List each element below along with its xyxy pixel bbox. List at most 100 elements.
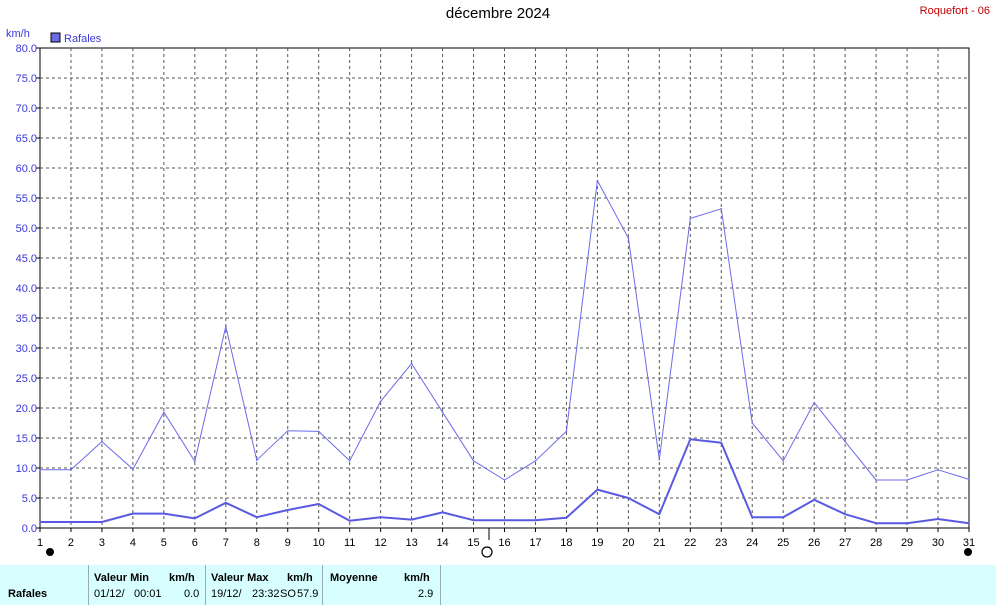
point-rafales — [255, 459, 258, 462]
y-tick-label: 25.0 — [16, 373, 37, 385]
x-tick-label: 25 — [777, 537, 789, 549]
point-average — [225, 502, 227, 504]
x-tick-label: 19 — [591, 537, 603, 549]
x-tick-label: 21 — [653, 537, 665, 549]
stats-avg-value: 2.9 — [418, 588, 434, 600]
x-tick-label: 4 — [130, 537, 136, 549]
point-rafales — [379, 400, 382, 403]
x-tick-label: 14 — [436, 537, 448, 549]
point-average — [348, 520, 351, 522]
stats-panel: Rafales Valeur Min km/h 01/12/ 00:01 0.0… — [0, 565, 996, 605]
x-tick-label: 9 — [285, 537, 291, 549]
stats-avg-header: Moyenne — [330, 572, 378, 584]
gridlines — [40, 48, 969, 528]
y-tick-label: 60.0 — [16, 163, 37, 175]
stats-min-time: 00:01 — [134, 588, 162, 600]
x-tick-label: 20 — [622, 537, 634, 549]
point-average — [875, 522, 877, 524]
point-rafales — [968, 478, 970, 481]
y-unit-label: km/h — [6, 28, 30, 40]
point-average — [844, 513, 846, 515]
x-tick-label: 8 — [254, 537, 260, 549]
point-average — [720, 442, 723, 444]
series-lines — [39, 179, 970, 525]
point-average — [906, 522, 908, 524]
chart-title: décembre 2024 — [445, 5, 551, 22]
point-rafales — [348, 460, 351, 462]
point-rafales — [441, 411, 444, 414]
y-tick-label: 5.0 — [22, 493, 37, 505]
stats-max-value: 57.9 — [297, 588, 319, 600]
y-tick-label: 70.0 — [16, 103, 37, 115]
x-tick-label: 22 — [684, 537, 696, 549]
x-tick-label: 31 — [963, 537, 975, 549]
point-rafales — [503, 479, 506, 481]
point-average — [472, 519, 475, 521]
stats-max-date: 19/12/ — [211, 588, 242, 600]
point-rafales — [39, 469, 41, 471]
y-tick-label: 40.0 — [16, 283, 37, 295]
point-rafales — [844, 440, 846, 443]
x-tick-label: 3 — [99, 537, 105, 549]
point-average — [534, 519, 537, 521]
point-average — [194, 517, 196, 520]
station-name: Roquefort - 06 — [919, 5, 990, 17]
point-average — [317, 503, 320, 505]
y-tick-label: 10.0 — [16, 463, 37, 475]
x-tick-label: 11 — [344, 537, 355, 549]
point-average — [101, 521, 103, 523]
y-tick-label: 80.0 — [16, 43, 37, 55]
point-average — [658, 513, 661, 515]
point-rafales — [658, 458, 661, 461]
x-tick-label: 15 — [467, 537, 479, 549]
x-tick-label: 12 — [375, 537, 387, 549]
y-tick-label: 45.0 — [16, 253, 37, 265]
point-average — [410, 518, 413, 521]
legend-swatch — [50, 32, 61, 43]
x-tick-label: 1 — [37, 537, 43, 549]
point-average — [132, 512, 134, 515]
x-tick-label: 28 — [870, 537, 882, 549]
point-average — [255, 516, 258, 518]
y-tick-label: 35.0 — [16, 313, 37, 325]
point-average — [39, 521, 41, 523]
stats-min-date: 01/12/ — [94, 588, 125, 600]
y-tick-label: 65.0 — [16, 133, 37, 145]
stats-max-time: 23:32 — [252, 588, 280, 600]
x-tick-label: 30 — [932, 537, 944, 549]
point-rafales — [472, 460, 475, 462]
point-rafales — [720, 208, 723, 210]
y-tick-label: 15.0 — [16, 433, 37, 445]
point-rafales — [906, 479, 908, 481]
y-tick-label: 30.0 — [16, 343, 37, 355]
x-tick-label: 5 — [161, 537, 167, 549]
stats-row-label: Rafales — [8, 588, 48, 600]
x-tick-label: 2 — [68, 537, 74, 549]
x-tick-label: 24 — [746, 537, 758, 549]
point-rafales — [813, 401, 815, 404]
x-tick-label: 16 — [498, 537, 510, 549]
point-rafales — [627, 237, 630, 239]
point-average — [441, 511, 444, 514]
y-tick-label: 0.0 — [22, 523, 37, 535]
x-tick-label: 29 — [901, 537, 913, 549]
legend-label: Rafales — [64, 33, 102, 45]
point-rafales — [163, 411, 165, 414]
point-rafales — [782, 460, 784, 462]
point-average — [286, 509, 289, 511]
point-rafales — [317, 430, 320, 433]
point-rafales — [596, 179, 599, 182]
point-rafales — [751, 422, 754, 424]
x-tick-label: 7 — [223, 537, 229, 549]
y-tick-label: 20.0 — [16, 403, 37, 415]
point-average — [596, 488, 599, 491]
point-average — [70, 521, 72, 523]
point-rafales — [534, 460, 537, 462]
point-average — [503, 519, 506, 521]
moon-new-icon — [481, 546, 493, 558]
point-average — [689, 438, 692, 441]
y-tick-label: 50.0 — [16, 223, 37, 235]
x-tick-label: 10 — [313, 537, 325, 549]
point-rafales — [101, 440, 103, 443]
point-average — [782, 516, 784, 518]
